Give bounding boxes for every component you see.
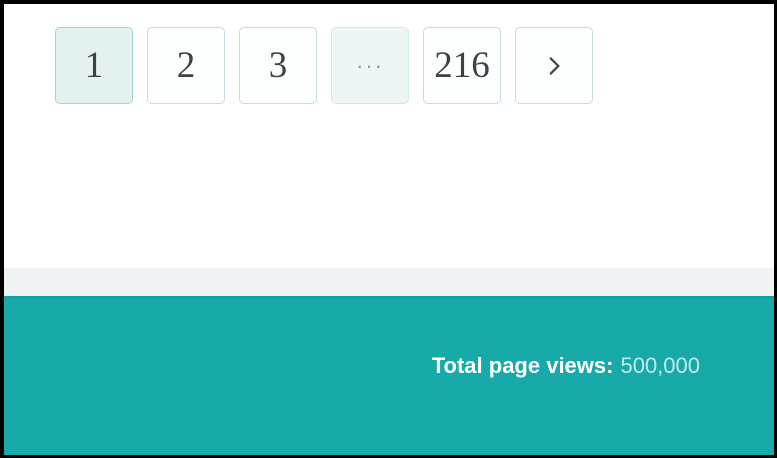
pagination-page-3[interactable]: 3	[239, 27, 317, 104]
pagination-ellipsis: ···	[331, 27, 409, 104]
pagination: 1 2 3 ··· 216	[55, 27, 774, 104]
pagination-next-button[interactable]	[515, 27, 593, 104]
pagination-page-216[interactable]: 216	[423, 27, 501, 104]
footer: Total page views: 500,000	[4, 296, 774, 455]
pagination-page-2[interactable]: 2	[147, 27, 225, 104]
total-page-views-value: 500,000	[620, 353, 700, 378]
total-page-views: Total page views: 500,000	[4, 353, 700, 379]
total-page-views-label: Total page views:	[431, 353, 614, 378]
divider-band	[4, 268, 774, 296]
content-area: 1 2 3 ··· 216	[4, 4, 774, 268]
chevron-right-icon	[541, 53, 567, 79]
pagination-page-1[interactable]: 1	[55, 27, 133, 104]
